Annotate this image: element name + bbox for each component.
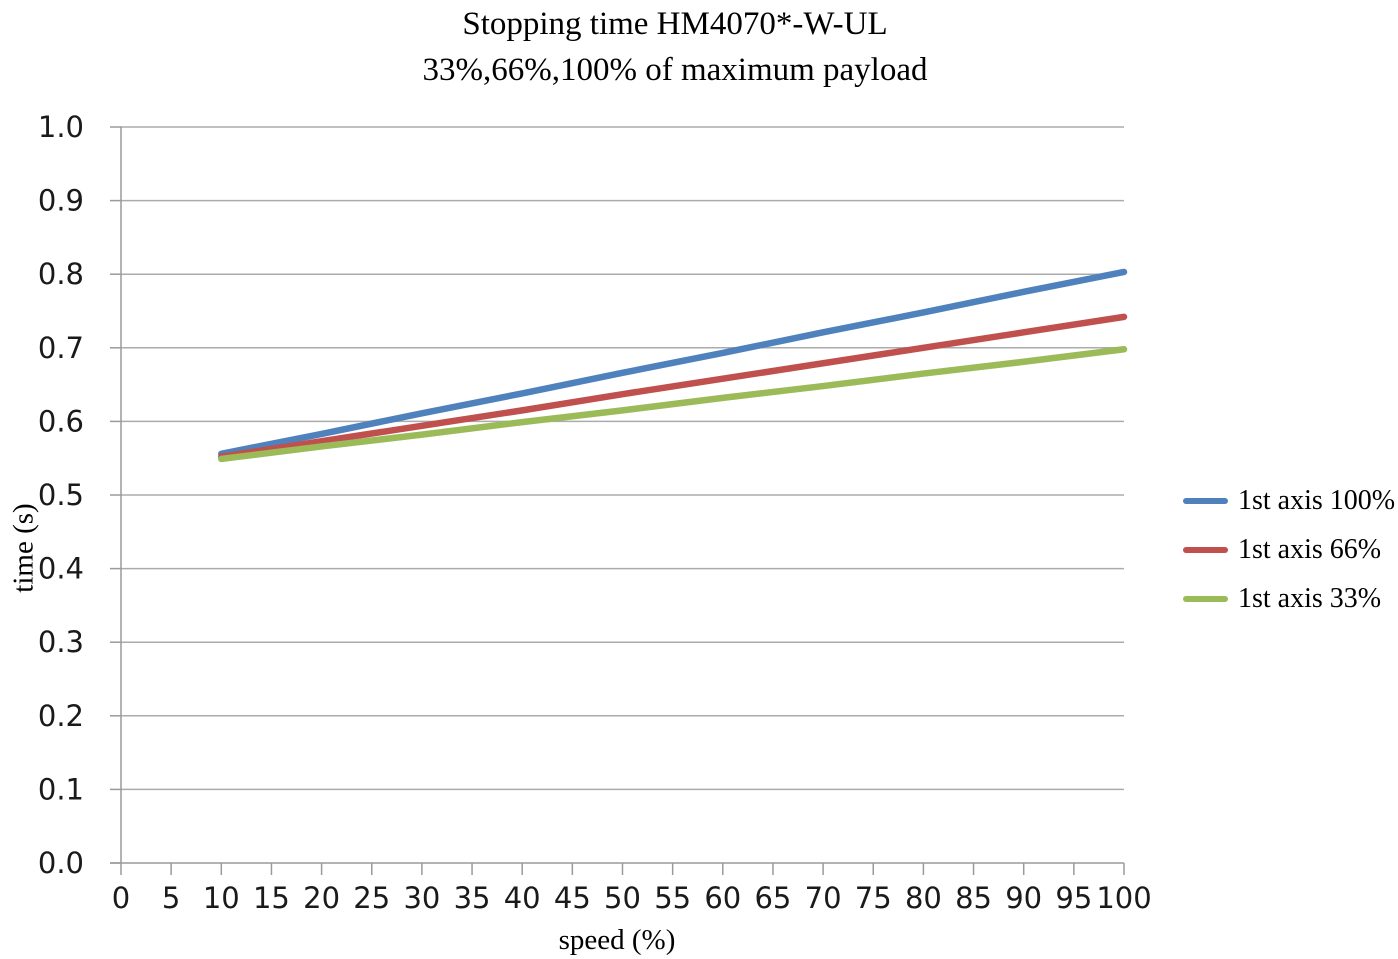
y-tick-label: 0.5	[38, 478, 84, 512]
chart-subtitle: 33%,66%,100% of maximum payload	[422, 52, 928, 88]
legend-swatch-line	[1183, 595, 1228, 602]
x-tick-label: 100	[1096, 881, 1151, 915]
legend-item: 1st axis 66%	[1183, 525, 1395, 574]
x-tick-label: 30	[403, 881, 440, 915]
x-tick-label: 20	[303, 881, 340, 915]
legend-label: 1st axis 100%	[1238, 484, 1396, 516]
y-tick-label: 0.7	[38, 331, 84, 365]
x-tick-label: 95	[1055, 881, 1092, 915]
x-tick-label: 75	[855, 881, 892, 915]
y-axis-title: time (s)	[7, 503, 40, 593]
chart-title: Stopping time HM4070*-W-UL	[462, 6, 888, 42]
legend-item: 1st axis 33%	[1183, 574, 1395, 623]
x-tick-label: 35	[454, 881, 491, 915]
legend: 1st axis 100% 1st axis 66% 1st axis 33%	[1183, 476, 1395, 623]
x-tick-label: 55	[654, 881, 691, 915]
y-tick-label: 1.0	[38, 110, 84, 144]
x-tick-label: 45	[554, 881, 591, 915]
y-tick-label: 0.3	[38, 625, 84, 659]
legend-item: 1st axis 100%	[1183, 476, 1395, 525]
legend-swatch-line	[1183, 497, 1228, 504]
x-tick-label: 40	[504, 881, 541, 915]
y-tick-label: 0.1	[38, 772, 84, 806]
series-line	[218, 268, 1128, 458]
series-line	[218, 313, 1128, 460]
x-tick-label: 60	[704, 881, 741, 915]
x-tick-label: 15	[253, 881, 290, 915]
y-tick-label: 0.8	[38, 257, 84, 291]
legend-label: 1st axis 66%	[1238, 533, 1382, 565]
y-tick-label: 0.2	[38, 699, 84, 733]
y-tick-label: 0.9	[38, 184, 84, 218]
x-tick-label: 70	[805, 881, 842, 915]
x-tick-label: 0	[112, 881, 130, 915]
x-tick-label: 80	[905, 881, 942, 915]
x-axis-title: speed (%)	[558, 924, 676, 956]
x-tick-label: 65	[754, 881, 791, 915]
legend-swatch-line	[1183, 546, 1228, 553]
y-tick-label: 0.4	[38, 552, 84, 586]
y-tick-label: 0.6	[38, 404, 84, 438]
x-tick-label: 5	[162, 881, 180, 915]
x-tick-label: 90	[1005, 881, 1042, 915]
y-tick-label: 0.0	[38, 846, 84, 880]
series-line	[218, 346, 1128, 463]
x-tick-label: 10	[203, 881, 240, 915]
x-tick-label: 85	[955, 881, 992, 915]
legend-label: 1st axis 33%	[1238, 582, 1382, 614]
x-tick-label: 50	[604, 881, 641, 915]
x-tick-label: 25	[353, 881, 390, 915]
